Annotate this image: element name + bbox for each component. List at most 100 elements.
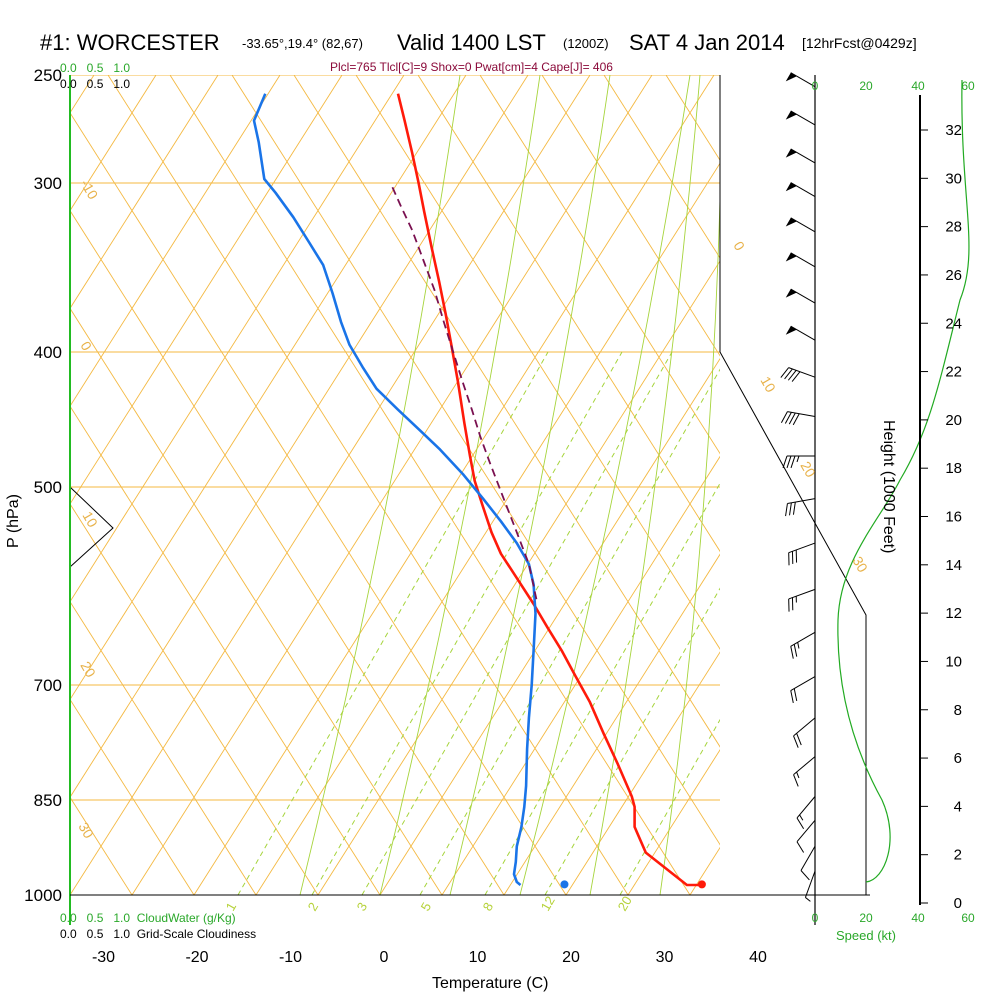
dry-adiabat-label: 30 (75, 820, 97, 842)
height-tick-label: 32 (945, 122, 962, 139)
pressure-tick-label: 1000 (24, 886, 62, 905)
utc-time: (1200Z) (563, 36, 609, 51)
height-tick-label: 18 (945, 460, 962, 477)
height-tick-label: 12 (945, 605, 962, 622)
speed-tick-label-top: 0 (812, 79, 819, 93)
isotherm-line (752, 75, 1000, 895)
barb-staff (790, 148, 816, 164)
mixing-ratio-label: 20 (615, 893, 635, 913)
wind-barb (785, 288, 816, 304)
dry-adiabat-line (169, 75, 691, 895)
barb-pennant (785, 252, 797, 262)
mixing-ratio-label: 8 (480, 900, 497, 914)
barb-staff (790, 325, 816, 341)
barb-pennant (785, 72, 797, 82)
dry-adiabat-line (728, 75, 1000, 895)
moist-adiabat-line (519, 75, 691, 895)
speed-tick-label-top: 20 (859, 79, 873, 93)
wind-barb (785, 72, 816, 88)
dry-adiabat-line (541, 75, 720, 357)
barb-flag (784, 412, 792, 424)
barb-pennant (785, 326, 797, 335)
temperature-tick-label: -30 (92, 949, 115, 966)
wind-barb (785, 217, 816, 233)
station-coords: -33.65°,19.4° (82,67) (242, 36, 363, 51)
barb-flag (790, 646, 794, 659)
barb-flag (787, 370, 797, 381)
pressure-tick-label: 250 (34, 66, 62, 85)
wind-barb (785, 182, 816, 197)
pressure-tick-label: 400 (34, 343, 62, 362)
isotherm-line (938, 75, 1000, 895)
dry-adiabat-label: 20 (77, 659, 99, 681)
barb-flag (791, 371, 801, 382)
wind-barb (793, 717, 816, 748)
dry-adiabat-label: 10 (757, 374, 779, 396)
wind-barb (780, 411, 816, 426)
height-tick-label: 24 (945, 315, 962, 332)
dry-adiabat-label: 0 (730, 239, 748, 254)
wind-barbs (780, 72, 816, 902)
barb-pennant (785, 289, 797, 298)
barb-staff (790, 182, 816, 197)
height-tick-label: 2 (954, 847, 962, 864)
series-line-temperature (396, 93, 702, 887)
barb-pennant (785, 182, 797, 192)
isotherm-line (441, 455, 720, 895)
wind-barb (782, 455, 815, 469)
dry-adiabat-label: 20 (797, 459, 819, 481)
speed-tick-label-bottom: 40 (911, 911, 925, 925)
barb-flag (800, 870, 810, 881)
surface-point-temperature (697, 880, 706, 889)
isotherm-line (689, 846, 720, 895)
dry-adiabat-line (665, 75, 720, 161)
isotherm-line (70, 75, 591, 895)
barb-staff (800, 846, 816, 871)
dry-adiabat-label: 10 (79, 509, 101, 531)
barb-pennant (785, 110, 797, 120)
barb-half-flag (796, 771, 800, 779)
height-tick-label: 10 (945, 653, 962, 670)
wind-barb (785, 148, 816, 164)
barb-staff (787, 498, 816, 505)
mixing-ratio-line (237, 351, 549, 895)
isotherm-line (70, 75, 405, 603)
speed-tick-label-bottom: 0 (812, 911, 819, 925)
wind-barb (788, 542, 816, 566)
barb-flag (790, 690, 794, 704)
station-title: #1: WORCESTER (40, 30, 220, 55)
wind-barb (804, 870, 816, 902)
barb-flag (793, 735, 799, 748)
temperature-tick-label: 20 (562, 949, 580, 966)
isotherm-line (814, 75, 1000, 895)
moist-adiabat-line (659, 199, 720, 895)
height-tick-label: 26 (945, 267, 962, 284)
isotherm-line (70, 75, 157, 212)
wind-barb (790, 676, 816, 704)
dry-adiabat-line (603, 75, 720, 259)
cloudwater-scale-top: 0.0 0.5 1.0 (60, 61, 130, 75)
wind-barb (788, 588, 816, 612)
barb-staff (796, 819, 816, 843)
barb-staff (790, 110, 816, 126)
mixing-ratio-label: 12 (538, 893, 558, 913)
speed-tick-label-bottom: 20 (859, 911, 873, 925)
dry-adiabat-line (70, 307, 443, 895)
height-tick-label: 6 (954, 750, 962, 767)
isotherm-line (0, 75, 32, 895)
dry-adiabat-line (70, 796, 133, 895)
height-tick-label: 28 (945, 219, 962, 236)
temperature-tick-label: 40 (749, 949, 767, 966)
isotherm-line (70, 75, 467, 701)
barb-pennant (785, 148, 797, 158)
barb-staff (793, 717, 816, 737)
barb-staff (788, 588, 816, 600)
height-tick-label: 4 (954, 798, 962, 815)
barb-flag (792, 502, 796, 515)
barb-staff (804, 870, 816, 898)
height-tick-label: 8 (954, 702, 962, 719)
isotherm-line (503, 553, 720, 895)
height-tick-label: 0 (954, 895, 962, 912)
isotherm-line (70, 75, 281, 407)
moist-adiabat-line (299, 75, 461, 895)
